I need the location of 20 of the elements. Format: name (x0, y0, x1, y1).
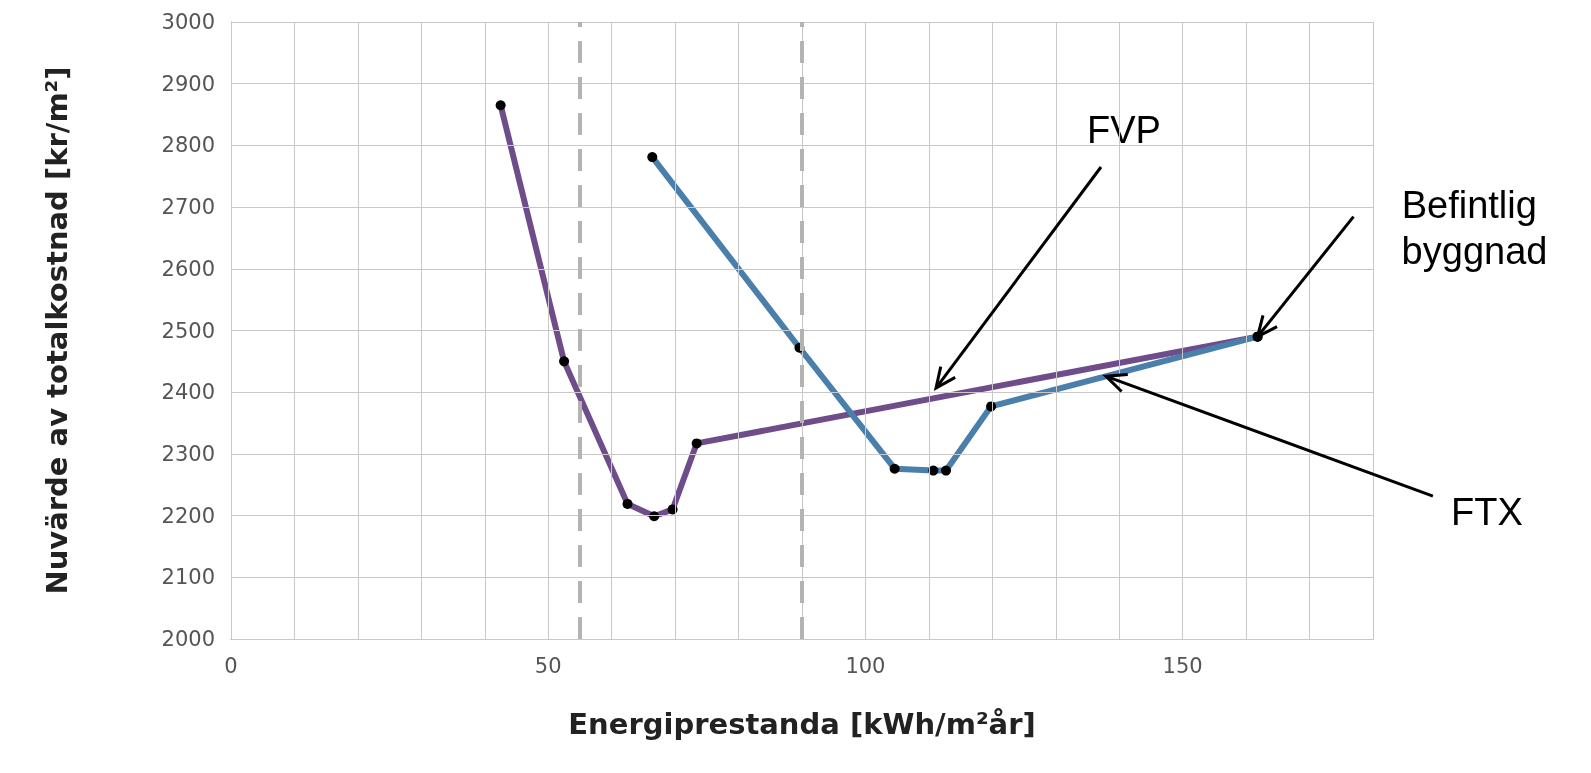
y-tick-label: 2900 (161, 71, 215, 96)
annotation: FTX (1451, 491, 1523, 534)
x-axis-title: Energiprestanda [kWh/m²år] (568, 706, 1036, 741)
annotation: Befintlig byggnad (1401, 183, 1548, 272)
x-tick-label: 0 (224, 653, 238, 678)
x-tick-label: 100 (845, 653, 886, 678)
y-axis-title: Nuvärde av totalkostnad [kr/m²] (39, 66, 74, 595)
y-tick-label: 2700 (161, 195, 215, 220)
y-tick-label: 2000 (161, 627, 215, 651)
x-tick-label: 150 (1162, 653, 1203, 678)
y-tick-label: 2100 (161, 565, 215, 590)
y-tick-label: 3000 (161, 10, 215, 34)
y-tick-label: 2600 (161, 256, 215, 281)
y-tick-label: 2300 (161, 441, 215, 466)
annotation: FVP (1087, 109, 1161, 151)
y-tick-label: 2500 (161, 318, 215, 343)
y-tick-label: 2400 (161, 380, 215, 405)
y-tick-label: 2200 (161, 503, 215, 528)
y-tick-label: 2800 (161, 133, 215, 158)
x-tick-label: 50 (534, 653, 562, 678)
